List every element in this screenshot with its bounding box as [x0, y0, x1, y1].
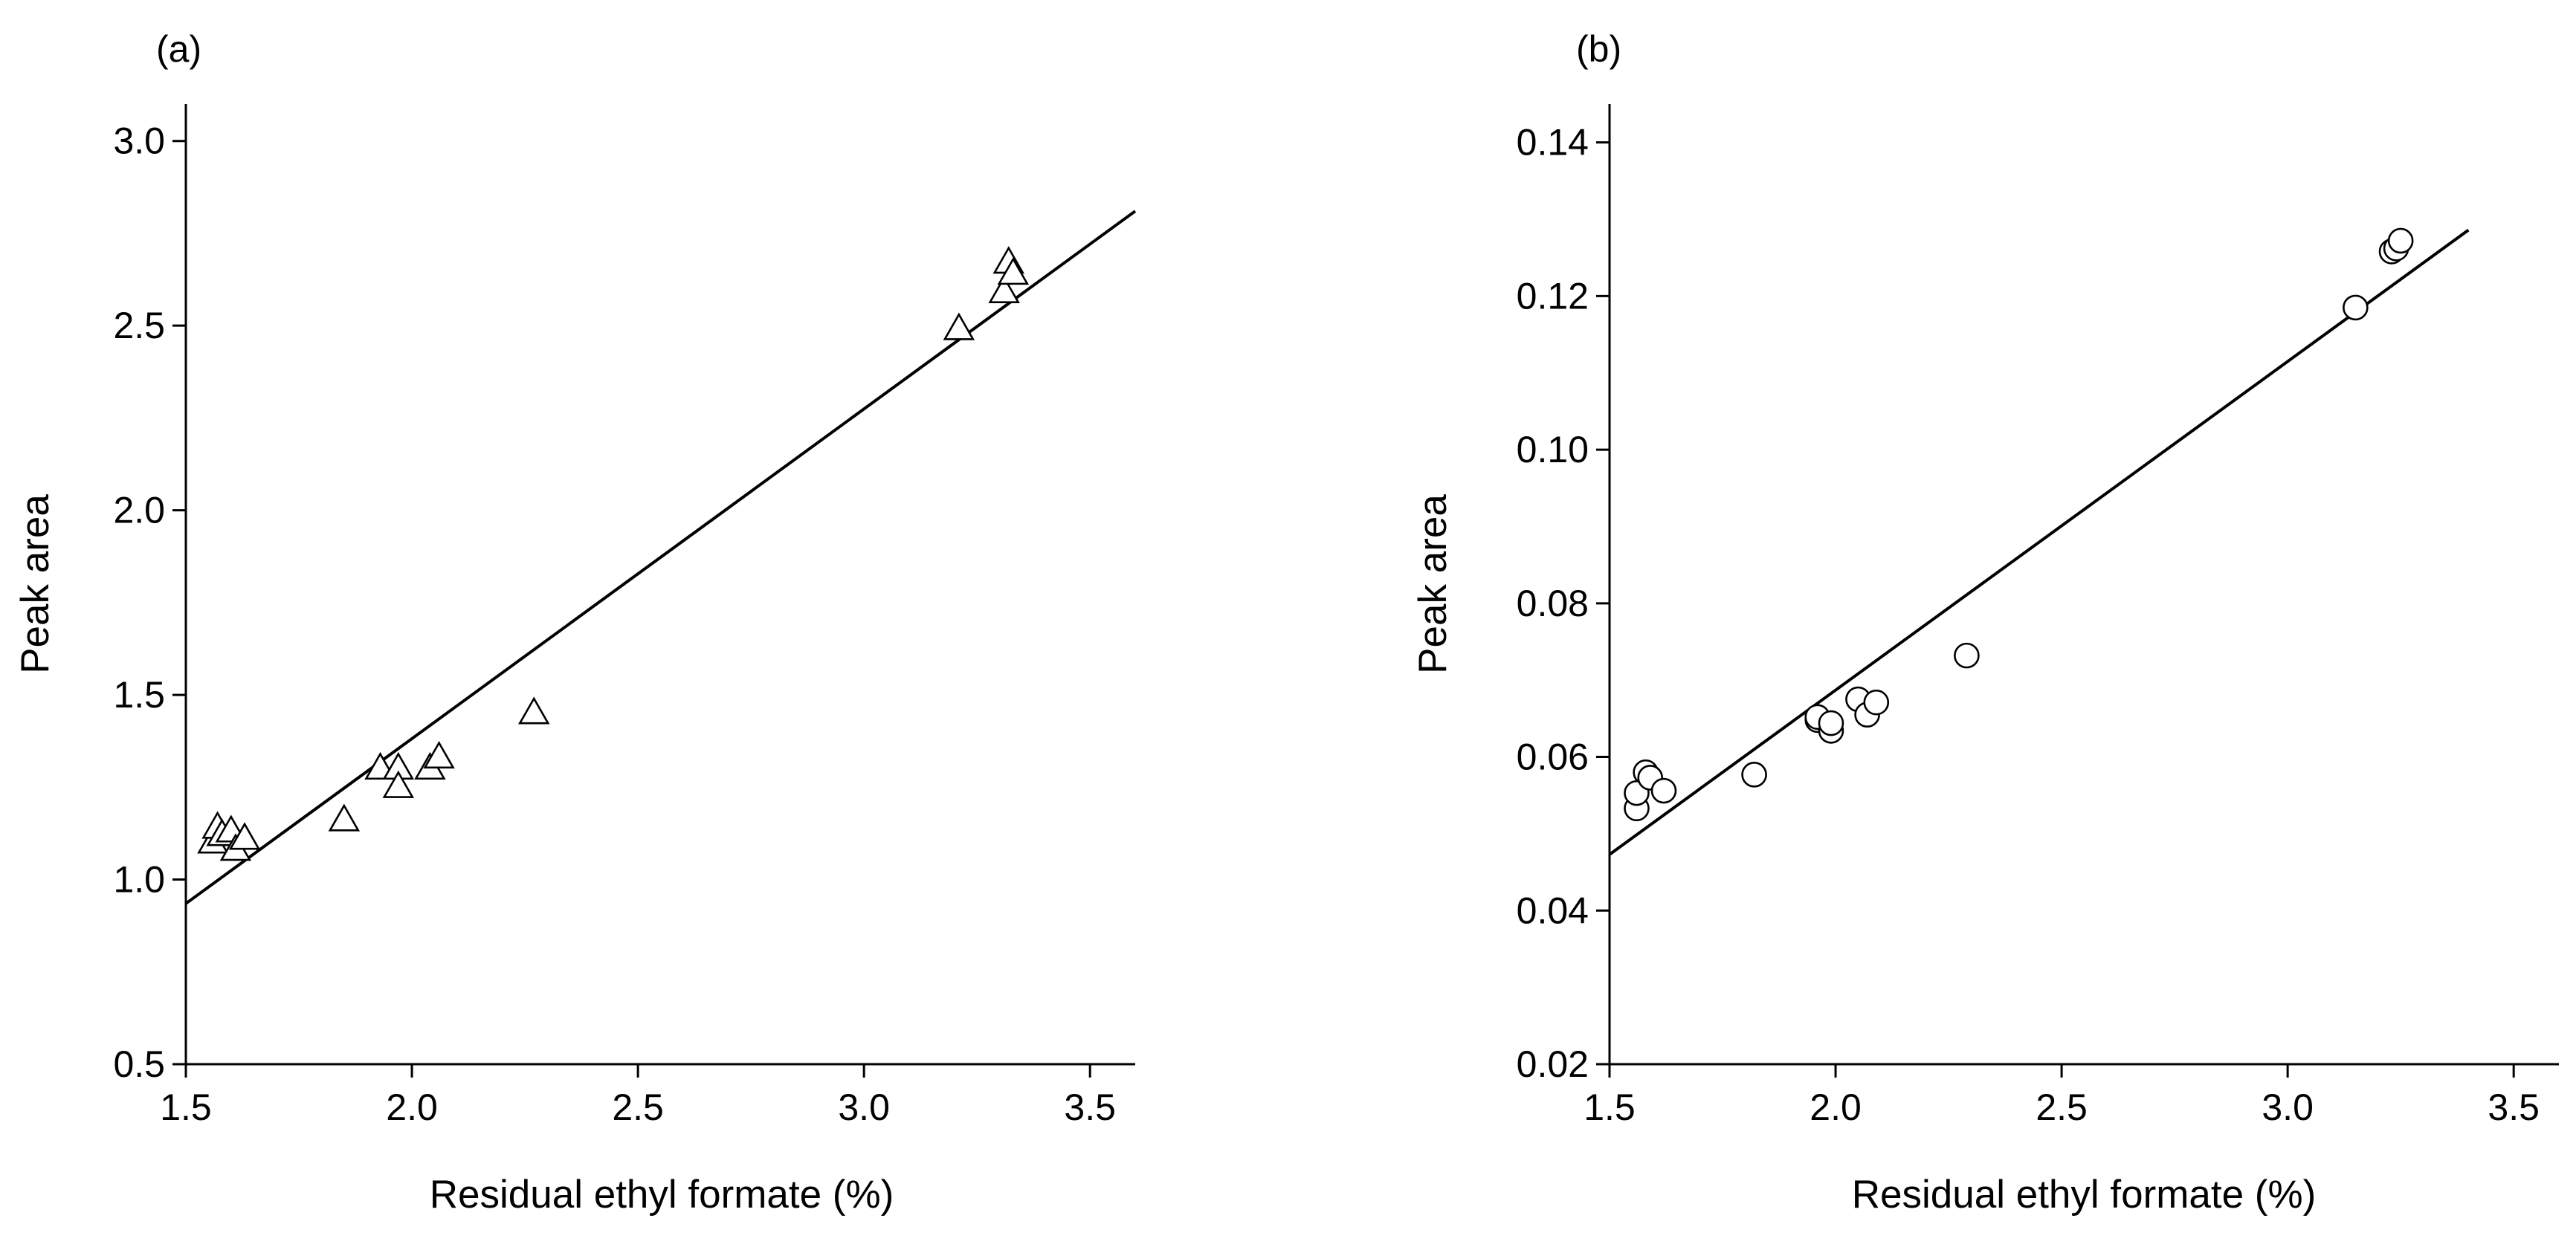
data-point-triangle [517, 696, 550, 725]
y-tick-label: 0.04 [1517, 890, 1589, 931]
y-tick-label: 0.10 [1517, 429, 1589, 470]
y-tick-label: 0.12 [1517, 275, 1589, 317]
x-tick-label: 1.5 [160, 1086, 212, 1128]
x-axis-title: Residual ethyl formate (%) [430, 1173, 894, 1217]
data-point-triangle [997, 257, 1030, 285]
data-point-triangle [943, 312, 975, 340]
panel-b: (b) 0.02 0.04 0.06 0.08 0.10 0.12 0.14 1.5 2.0 2.5… [1411, 28, 2559, 1217]
panel-label: (b) [1576, 28, 1621, 70]
data-point-circle [2343, 294, 2369, 321]
data-point-triangle [328, 803, 361, 832]
x-tick-label: 2.0 [1810, 1086, 1862, 1128]
x-tick-label: 1.5 [1584, 1086, 1636, 1128]
regression-line [1608, 228, 2470, 856]
data-point-triangle [382, 770, 415, 798]
x-tick-label: 2.5 [612, 1086, 664, 1128]
y-tick-label: 2.5 [113, 305, 165, 346]
y-tick-label: 1.5 [113, 674, 165, 716]
y-axis-title: Peak area [1411, 494, 1455, 674]
x-axis-title: Residual ethyl formate (%) [1852, 1173, 2316, 1217]
x-tick-label: 2.0 [386, 1086, 438, 1128]
y-tick-label: 0.02 [1517, 1043, 1589, 1085]
y-axis-title: Peak area [13, 494, 57, 674]
y-tick-label: 0.06 [1517, 736, 1589, 778]
data-point-circle [1954, 642, 1980, 669]
x-tick-label: 3.0 [2262, 1086, 2314, 1128]
panel-a: (a) 0.5 1.0 1.5 2.0 2.5 3.0 1.5 2.0 2.5 3.0 3.5 Resi… [13, 28, 1137, 1217]
x-tick-label: 3.5 [2488, 1086, 2540, 1128]
data-point-triangle [228, 822, 261, 850]
data-point-circle [1650, 777, 1677, 804]
y-tick-label: 2.0 [113, 490, 165, 531]
x-tick-label: 2.5 [2036, 1086, 2088, 1128]
data-point-circle [1818, 710, 1844, 736]
x-tick-label: 3.0 [838, 1086, 890, 1128]
y-tick-label: 1.0 [113, 859, 165, 901]
data-point-triangle [988, 275, 1020, 304]
data-point-circle [2387, 227, 2414, 254]
y-tick-label: 0.14 [1517, 122, 1589, 163]
panel-label: (a) [156, 28, 201, 70]
y-tick-label: 0.5 [113, 1043, 165, 1085]
regression-line [184, 210, 1137, 905]
data-point-triangle [423, 740, 455, 769]
x-tick-label: 3.5 [1064, 1086, 1116, 1128]
data-point-circle [1741, 762, 1767, 788]
y-tick-label: 3.0 [113, 120, 165, 162]
data-point-circle [1863, 689, 1890, 716]
y-tick-label: 0.08 [1517, 583, 1589, 624]
